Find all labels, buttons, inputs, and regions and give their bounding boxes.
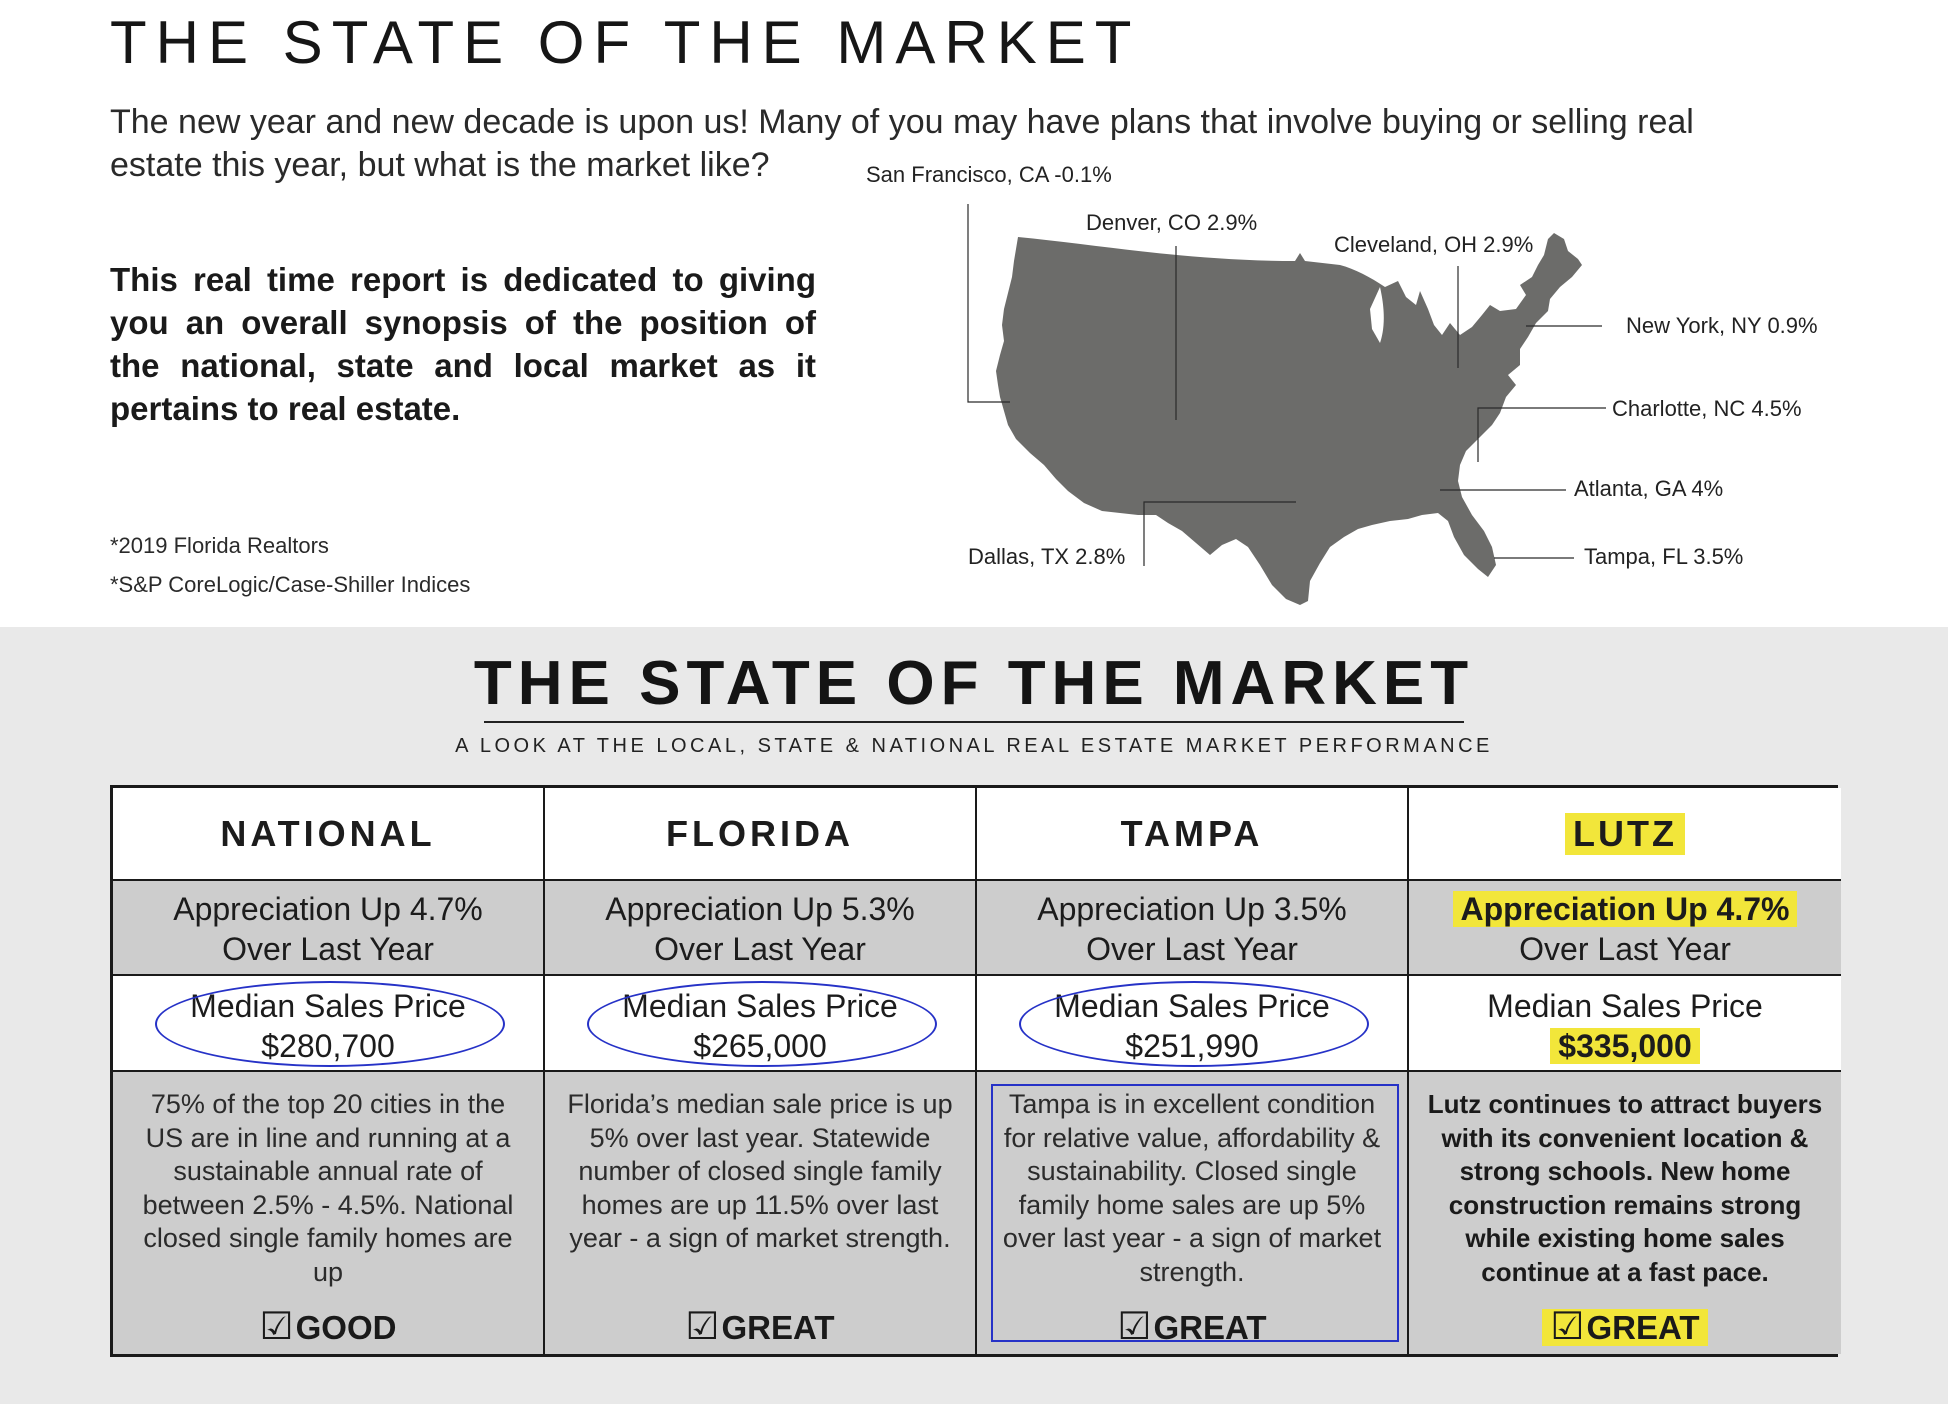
source-note: *2019 Florida Realtors	[110, 533, 329, 558]
appreciation-cell: Appreciation Up 4.7% Over Last Year	[113, 881, 543, 976]
checkbox-check-icon: ☑	[685, 1306, 720, 1348]
median-price-label: Median Sales Price	[1487, 988, 1763, 1024]
appreciation-cell: Appreciation Up 4.7% Over Last Year	[1409, 881, 1841, 976]
source-note: *S&P CoreLogic/Case-Shiller Indices	[110, 572, 471, 597]
appreciation-text: Appreciation Up 5.3%	[605, 891, 915, 927]
appreciation-subtext: Over Last Year	[222, 931, 434, 967]
column-heading-cell: LUTZ	[1409, 788, 1841, 881]
description-cell: 75% of the top 20 cities in the US are i…	[113, 1072, 543, 1354]
appreciation-subtext: Over Last Year	[1086, 931, 1298, 967]
usa-map-image	[996, 233, 1582, 605]
column-lutz: LUTZ Appreciation Up 4.7% Over Last Year…	[1409, 788, 1841, 1354]
description-text: Lutz continues to attract buyers with it…	[1427, 1089, 1823, 1287]
intro-text-line-2: estate this year, but what is the market…	[110, 146, 770, 184]
column-national: NATIONAL Appreciation Up 4.7% Over Last …	[113, 788, 545, 1354]
description-text: Tampa is in excellent condition for rela…	[1002, 1089, 1382, 1287]
appreciation-subtext: Over Last Year	[654, 931, 866, 967]
box-annotation	[991, 1084, 1399, 1342]
map-label-charlotte: Charlotte, NC 4.5%	[1612, 396, 1802, 421]
market-comparison-table: NATIONAL Appreciation Up 4.7% Over Last …	[110, 785, 1841, 1357]
page-title: THE STATE OF THE MARKET	[110, 9, 1141, 76]
synopsis-paragraph: This real time report is dedicated to gi…	[110, 261, 816, 427]
rating-label: GREAT	[1153, 1309, 1267, 1346]
column-heading: LUTZ	[1565, 812, 1685, 855]
map-label-denver: Denver, CO 2.9%	[1086, 210, 1258, 235]
map-label-tampa: Tampa, FL 3.5%	[1584, 544, 1744, 569]
rating: ☑GREAT	[977, 1304, 1407, 1349]
appreciation-cell: Appreciation Up 3.5% Over Last Year	[977, 881, 1407, 976]
rating-label: GREAT	[1586, 1309, 1700, 1346]
circle-annotation	[155, 981, 505, 1067]
column-tampa: TAMPA Appreciation Up 3.5% Over Last Yea…	[977, 788, 1409, 1354]
report-title: THE STATE OF THE MARKET	[473, 649, 1475, 718]
rating-label: GREAT	[721, 1309, 835, 1346]
rating: ☑GREAT	[1409, 1304, 1841, 1349]
median-price-cell: Median Sales Price $335,000	[1409, 976, 1841, 1072]
map-label-new-york: New York, NY 0.9%	[1626, 313, 1818, 338]
usa-silhouette	[996, 233, 1582, 605]
column-heading: TAMPA	[977, 788, 1407, 881]
title-underline	[484, 721, 1464, 723]
appreciation-text: Appreciation Up 4.7%	[173, 891, 483, 927]
description-text: Florida’s median sale price is up 5% ove…	[567, 1089, 953, 1253]
median-price-cell: Median Sales Price $280,700	[113, 976, 543, 1072]
checkbox-check-icon: ☑	[1117, 1306, 1152, 1348]
intro-text-line-1: The new year and new decade is upon us! …	[110, 103, 1694, 141]
description-cell: Lutz continues to attract buyers with it…	[1409, 1072, 1841, 1354]
map-label-atlanta: Atlanta, GA 4%	[1574, 476, 1724, 501]
map-label-cleveland: Cleveland, OH 2.9%	[1334, 232, 1534, 257]
circle-annotation	[1019, 981, 1369, 1067]
column-heading: NATIONAL	[113, 788, 543, 881]
description-cell: Florida’s median sale price is up 5% ove…	[545, 1072, 975, 1354]
appreciation-cell: Appreciation Up 5.3% Over Last Year	[545, 881, 975, 976]
great-lakes-michigan	[1370, 287, 1384, 343]
checkbox-check-icon: ☑	[1550, 1306, 1585, 1348]
column-florida: FLORIDA Appreciation Up 5.3% Over Last Y…	[545, 788, 977, 1354]
median-price-cell: Median Sales Price $251,990	[977, 976, 1407, 1072]
appreciation-text: Appreciation Up 3.5%	[1037, 891, 1347, 927]
description-cell: Tampa is in excellent condition for rela…	[977, 1072, 1407, 1354]
appreciation-subtext: Over Last Year	[1519, 931, 1731, 967]
checkbox-check-icon: ☑	[259, 1306, 294, 1348]
rating: ☑GOOD	[113, 1304, 543, 1349]
appreciation-text: Appreciation Up 4.7%	[1452, 891, 1798, 927]
report-subtitle: A LOOK AT THE LOCAL, STATE & NATIONAL RE…	[455, 735, 1493, 757]
column-heading: FLORIDA	[545, 788, 975, 881]
map-label-dallas: Dallas, TX 2.8%	[968, 544, 1126, 569]
map-label-san-francisco: San Francisco, CA -0.1%	[866, 162, 1112, 187]
median-price-value: $335,000	[1550, 1028, 1700, 1064]
circle-annotation	[587, 981, 937, 1067]
median-price-cell: Median Sales Price $265,000	[545, 976, 975, 1072]
description-text: 75% of the top 20 cities in the US are i…	[142, 1089, 514, 1287]
rating: ☑GREAT	[545, 1304, 975, 1349]
rating-label: GOOD	[295, 1309, 397, 1346]
